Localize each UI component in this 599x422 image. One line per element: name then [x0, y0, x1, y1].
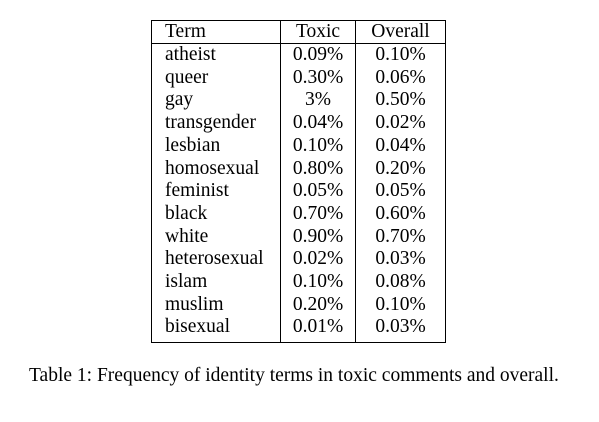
cell-toxic: 0.30%: [280, 66, 356, 90]
table-row: white 0.90% 0.70%: [152, 225, 446, 249]
table-row: feminist 0.05% 0.05%: [152, 180, 446, 203]
identity-terms-table: Term Toxic Overall atheist 0.09% 0.10% quee…: [151, 20, 446, 344]
cell-toxic: 0.70%: [280, 202, 356, 226]
cell-overall: 0.03%: [355, 248, 446, 272]
table-caption: Table 1: Frequency of identity terms in …: [29, 365, 559, 386]
table-body: atheist 0.09% 0.10% queer 0.30% 0.06% gay 3% 0.5…: [152, 43, 446, 343]
cell-overall: 0.08%: [355, 271, 446, 294]
cell-toxic: 0.90%: [280, 225, 356, 249]
cell-toxic: 0.01%: [280, 316, 356, 343]
table-row: islam 0.10% 0.08%: [152, 271, 446, 294]
cell-term: atheist: [165, 44, 216, 65]
cell-term: white: [165, 225, 209, 247]
cell-overall: 0.20%: [355, 157, 446, 181]
cell-term: bisexual: [165, 316, 230, 338]
cell-term: lesbian: [165, 134, 221, 156]
cell-overall: 0.03%: [355, 316, 446, 343]
cell-toxic: 0.09%: [280, 43, 356, 67]
table-row: queer 0.30% 0.06%: [152, 66, 446, 90]
cell-term: transgender: [165, 112, 256, 134]
header-toxic: Toxic: [280, 20, 356, 44]
cell-term: muslim: [165, 293, 224, 315]
table-header-row: Term Toxic Overall: [151, 20, 446, 44]
cell-overall: 0.02%: [355, 112, 446, 135]
table-row: atheist 0.09% 0.10%: [152, 43, 446, 67]
cell-term: gay: [165, 89, 194, 111]
cell-toxic: 3%: [280, 89, 356, 113]
cell-term: feminist: [165, 180, 229, 202]
cell-overall: 0.05%: [355, 180, 446, 203]
cell-overall: 0.10%: [355, 293, 446, 317]
cell-term: black: [165, 202, 208, 224]
header-term: Term: [151, 20, 281, 44]
table-row: homosexual 0.80% 0.20%: [152, 157, 446, 181]
cell-toxic: 0.04%: [280, 112, 356, 135]
cell-toxic: 0.20%: [280, 293, 356, 317]
cell-overall: 0.04%: [355, 134, 446, 158]
table-row: black 0.70% 0.60%: [152, 202, 446, 226]
cell-term: queer: [165, 66, 209, 88]
cell-toxic: 0.80%: [280, 157, 356, 181]
table-row: muslim 0.20% 0.10%: [152, 293, 446, 317]
table-row: gay 3% 0.50%: [152, 89, 446, 113]
cell-toxic: 0.10%: [280, 134, 356, 158]
table-row: bisexual 0.01% 0.03%: [152, 316, 446, 343]
cell-term: heterosexual: [165, 248, 264, 270]
table-row: lesbian 0.10% 0.04%: [152, 134, 446, 158]
cell-overall: 0.70%: [355, 225, 446, 249]
cell-overall: 0.60%: [355, 202, 446, 226]
cell-term: homosexual: [165, 157, 260, 179]
cell-overall: 0.06%: [355, 66, 446, 90]
header-overall: Overall: [355, 20, 446, 44]
cell-toxic: 0.02%: [280, 248, 356, 272]
table-row: transgender 0.04% 0.02%: [152, 112, 446, 135]
cell-overall: 0.10%: [355, 43, 446, 67]
cell-toxic: 0.10%: [280, 271, 356, 294]
cell-toxic: 0.05%: [280, 180, 356, 203]
table-row: heterosexual 0.02% 0.03%: [152, 248, 446, 272]
cell-term: islam: [165, 271, 208, 293]
cell-overall: 0.50%: [355, 89, 446, 113]
